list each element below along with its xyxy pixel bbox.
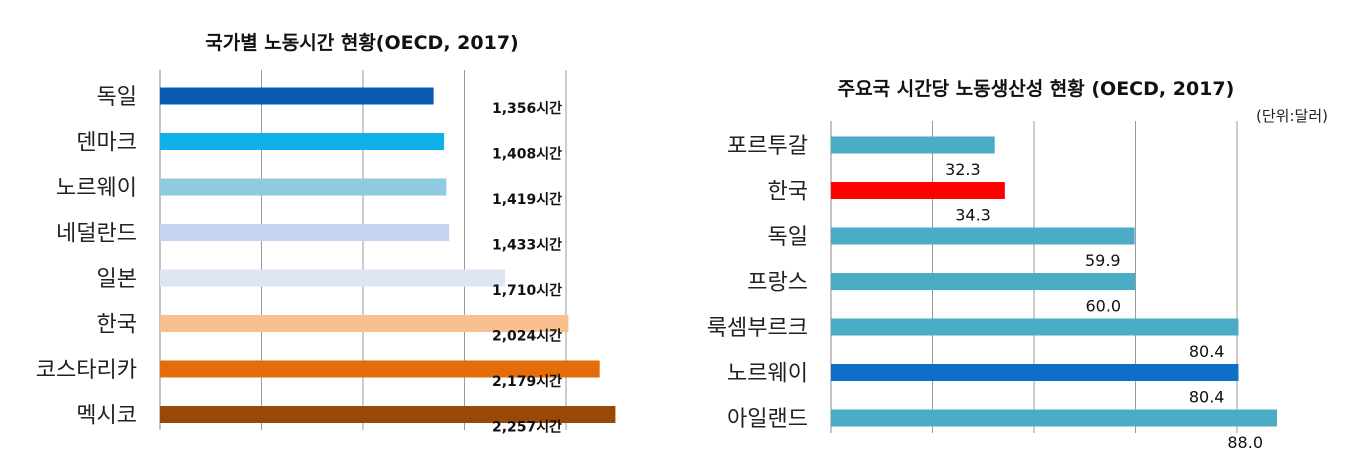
chart1-value-label: 2,179시간: [492, 373, 562, 390]
chart1-value-label: 1,419시간: [492, 191, 562, 208]
chart2-value-label: 34.3: [955, 206, 991, 225]
chart2-bar: [831, 409, 1277, 427]
chart2-category-label: 포르투갈: [727, 134, 808, 159]
chart1-bar: [160, 360, 600, 378]
chart1-value-label: 1,433시간: [492, 237, 562, 254]
chart2-category-label: 독일: [768, 225, 808, 250]
chart1-category-label: 코스타리카: [36, 358, 137, 383]
chart1-category-label: 독일: [97, 85, 137, 110]
chart1-category-label: 멕시코: [76, 404, 137, 429]
productivity-chart: 주요국 시간당 노동생산성 현황 (OECD, 2017) (단위:달러) 포르…: [707, 77, 1328, 452]
chart1-bar: [160, 87, 434, 105]
chart2-bar: [831, 318, 1239, 336]
chart1-value-label: 1,710시간: [492, 282, 562, 299]
chart1-value-label: 1,408시간: [492, 146, 562, 163]
chart1-category-label: 네덜란드: [56, 222, 137, 247]
chart2-bar: [831, 227, 1135, 245]
chart1-category-label: 한국: [97, 313, 137, 338]
chart2-bar: [831, 136, 995, 154]
chart2-title: 주요국 시간당 노동생산성 현황 (OECD, 2017): [838, 77, 1235, 100]
chart1-value-label: 1,356시간: [492, 100, 562, 117]
chart2-value-label: 80.4: [1189, 342, 1225, 361]
chart2-value-label: 80.4: [1189, 388, 1225, 407]
chart1-category-label: 노르웨이: [56, 176, 137, 201]
chart2-category-label: 프랑스: [747, 271, 808, 296]
chart1-title: 국가별 노동시간 현황(OECD, 2017): [205, 31, 518, 54]
chart1-bar: [160, 178, 447, 196]
chart1-category-label: 일본: [97, 267, 137, 292]
chart2-bar: [831, 364, 1239, 381]
chart1-value-label: 2,257시간: [492, 419, 562, 436]
chart1-bar: [160, 269, 506, 287]
chart2-unit-note: (단위:달러): [1256, 107, 1328, 125]
chart2-bar: [831, 182, 1005, 199]
chart1-bar: [160, 406, 616, 423]
chart2-value-label: 32.3: [945, 160, 981, 179]
chart2-value-label: 60.0: [1085, 297, 1121, 316]
chart2-category-label: 노르웨이: [727, 362, 808, 387]
chart1-category-label: 덴마크: [76, 131, 137, 156]
chart1-value-label: 2,024시간: [492, 328, 562, 345]
chart2-bar: [831, 273, 1136, 290]
chart2-category-label: 한국: [768, 180, 808, 205]
chart2-value-label: 59.9: [1085, 251, 1121, 270]
chart2-category-label: 룩셈부르크: [707, 316, 808, 341]
chart2-category-label: 아일랜드: [727, 407, 808, 432]
chart1-bar: [160, 224, 450, 241]
chart1-bar: [160, 133, 445, 150]
chart1-bar: [160, 315, 569, 332]
chart2-value-label: 88.0: [1227, 433, 1263, 452]
